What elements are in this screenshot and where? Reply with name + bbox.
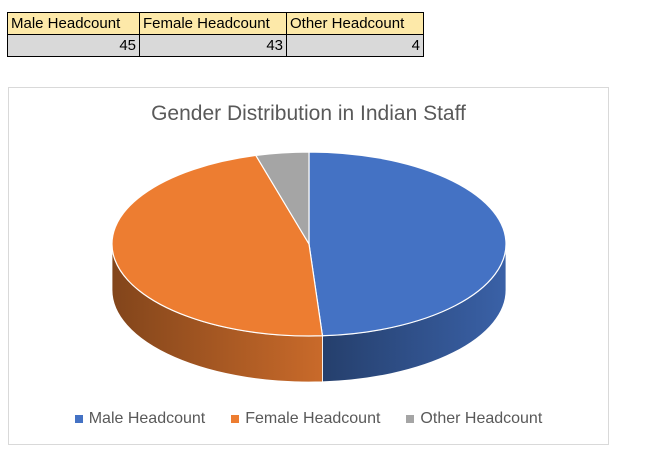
legend-label-female: Female Headcount <box>245 410 381 427</box>
pie-slice-female[interactable] <box>111 154 324 337</box>
value-cell-other[interactable]: 4 <box>286 34 424 57</box>
header-cell-other[interactable]: Other Headcount <box>286 12 424 35</box>
value-cell-male[interactable]: 45 <box>7 34 140 57</box>
value-row: 45 43 4 <box>7 34 424 57</box>
header-cell-male[interactable]: Male Headcount <box>7 12 140 35</box>
pie-slice-other[interactable] <box>254 151 310 247</box>
legend-swatch-female <box>231 415 240 423</box>
chart-title: Gender Distribution in Indian Staff <box>151 102 466 125</box>
legend-label-male: Male Headcount <box>88 410 206 427</box>
pie-slice-male[interactable] <box>308 151 507 337</box>
pie-chart[interactable]: Gender Distribution in Indian Staff Male… <box>8 87 609 445</box>
value-cell-female[interactable]: 43 <box>139 34 287 57</box>
header-cell-female[interactable]: Female Headcount <box>139 12 287 35</box>
data-table: Male Headcount Female Headcount Other He… <box>7 12 424 57</box>
header-row: Male Headcount Female Headcount Other He… <box>7 12 424 35</box>
pie-plot <box>111 151 507 383</box>
legend-label-other: Other Headcount <box>420 410 543 427</box>
legend-item-female: Female Headcount <box>231 410 380 428</box>
legend-swatch-male <box>74 415 83 423</box>
legend-item-other: Other Headcount <box>406 410 542 428</box>
legend-item-male: Male Headcount <box>74 410 206 428</box>
legend: Male Headcount Female Headcount Other He… <box>9 410 608 428</box>
legend-swatch-other <box>406 415 415 423</box>
